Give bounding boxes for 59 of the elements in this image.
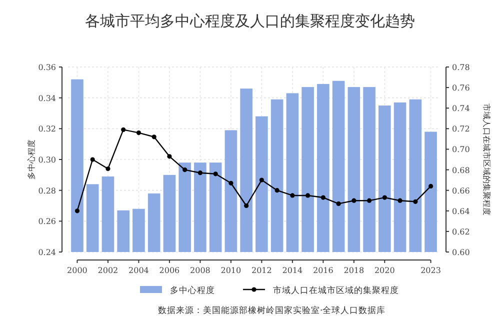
y2-tick-label: 0.70 — [452, 145, 470, 154]
chart-title: 各城市平均多中心程度及人口的集聚程度变化趋势 — [85, 12, 415, 30]
y2-tick-label: 0.74 — [452, 104, 470, 114]
y-tick-label: 0.32 — [38, 124, 56, 134]
point — [413, 199, 418, 204]
x-tick-label: 2023 — [420, 266, 441, 275]
y2-tick-label: 0.76 — [452, 84, 470, 93]
x-tick-label: 2020 — [374, 266, 395, 275]
y-tick-label: 0.24 — [38, 248, 56, 257]
point — [244, 203, 249, 208]
x-tick-label: 2006 — [159, 266, 180, 275]
point — [366, 198, 372, 203]
source-note: 数据来源：美国能源部橡树岭国家实验室·全球人口数据库 — [158, 305, 386, 316]
point — [213, 172, 218, 176]
y-tick-label: 0.36 — [38, 63, 56, 72]
point — [398, 198, 402, 203]
point — [274, 188, 280, 193]
point — [136, 130, 142, 136]
x-tick-label: 2018 — [344, 266, 364, 275]
y-tick-label: 0.28 — [38, 186, 56, 196]
y2-axis-title: 市域人口在城市区域的集聚程度 — [482, 104, 491, 216]
legend-label: 多中心程度 — [170, 285, 215, 296]
y-tick-label: 0.34 — [38, 94, 56, 103]
point — [90, 157, 95, 162]
x-tick-label: 2012 — [252, 266, 272, 275]
point — [428, 184, 434, 189]
point — [106, 166, 110, 172]
point — [228, 180, 234, 186]
x-tick-label: 2014 — [282, 266, 303, 275]
point — [74, 208, 80, 214]
point — [306, 193, 310, 198]
y2-tick-label: 0.78 — [452, 63, 470, 72]
x-tick-label: 2008 — [190, 266, 210, 275]
point — [182, 167, 188, 172]
y2-tick-label: 0.62 — [452, 227, 470, 236]
y2-tick-label: 0.72 — [452, 124, 470, 134]
point — [259, 178, 264, 182]
point — [121, 127, 126, 132]
point — [336, 201, 341, 206]
y2-tick-label: 0.64 — [452, 206, 470, 216]
y2-tick-label: 0.66 — [452, 186, 470, 196]
legend-label: 市域人口在城市区域的集聚程度 — [273, 285, 399, 296]
x-tick-label: 2010 — [220, 266, 242, 275]
y2-tick-label: 0.68 — [452, 166, 470, 175]
y-axis-title: 多中心程度 — [27, 140, 36, 180]
x-tick-label: 2002 — [98, 266, 118, 275]
point — [320, 195, 326, 200]
y2-tick-label: 0.60 — [452, 248, 470, 257]
y-tick-label: 0.26 — [38, 217, 56, 226]
point — [352, 198, 356, 203]
point — [290, 193, 295, 198]
point — [382, 195, 387, 200]
point — [198, 170, 202, 176]
y-tick-label: 0.30 — [38, 156, 56, 164]
x-tick-label: 2000 — [67, 266, 88, 275]
x-tick-label: 2004 — [128, 266, 149, 275]
x-tick-label: 2016 — [312, 266, 334, 275]
point — [152, 134, 156, 140]
point — [167, 154, 172, 159]
